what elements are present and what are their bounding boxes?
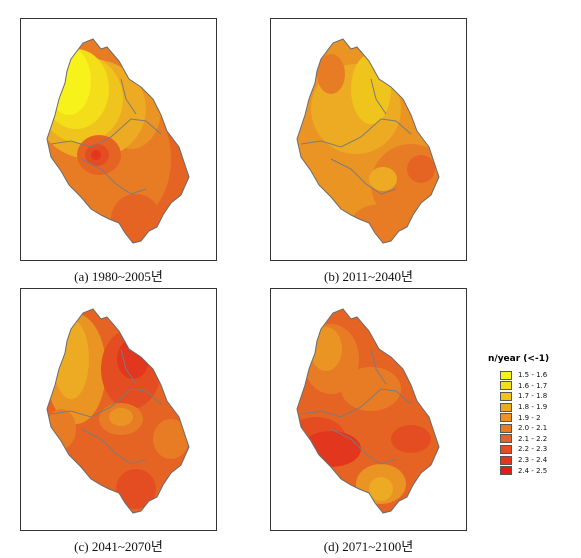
- legend-title: n/year (<-1): [488, 354, 550, 364]
- legend-item: 2.4 - 2.5: [500, 465, 575, 476]
- legend: n/year (<-1) 1.5 - 1.6 1.6 - 1.7 1.7 - 1.8…: [470, 354, 575, 476]
- legend-label: 1.9 - 2: [518, 413, 541, 422]
- legend-item: 1.9 - 2: [500, 412, 575, 423]
- legend-label: 2.1 - 2.2: [518, 434, 548, 443]
- legend-item: 2.2 - 2.3: [500, 444, 575, 455]
- caption-d: (d) 2071~2100년: [323, 539, 414, 554]
- legend-swatch: [500, 370, 512, 380]
- legend-label: 1.8 - 1.9: [518, 403, 548, 412]
- legend-swatch: [500, 455, 512, 465]
- legend-label: 2.2 - 2.3: [518, 445, 548, 454]
- legend-swatch: [500, 391, 512, 401]
- legend-swatch: [500, 402, 512, 412]
- caption-b: (b) 2011~2040년: [324, 269, 413, 284]
- caption-c: (c) 2041~2070년: [74, 539, 163, 554]
- map-panel-a: [20, 18, 217, 261]
- basin-map-a: [46, 38, 190, 244]
- basin-map-b: [296, 38, 440, 244]
- legend-swatch: [500, 413, 512, 423]
- legend-swatch: [500, 423, 512, 433]
- legend-label: 1.6 - 1.7: [518, 381, 548, 390]
- legend-swatch: [500, 381, 512, 391]
- legend-item: 1.6 - 1.7: [500, 381, 575, 392]
- legend-item: 1.8 - 1.9: [500, 402, 575, 413]
- legend-label: 2.4 - 2.5: [518, 466, 548, 475]
- map-panel-b: [270, 18, 467, 261]
- basin-map-d: [296, 308, 440, 514]
- map-panel-d: [270, 288, 467, 531]
- caption-a: (a) 1980~2005년: [74, 269, 163, 284]
- legend-label: 2.3 - 2.4: [518, 456, 548, 465]
- legend-label: 1.5 - 1.6: [518, 371, 548, 380]
- legend-item: 1.7 - 1.8: [500, 391, 575, 402]
- legend-item: 2.3 - 2.4: [500, 455, 575, 466]
- legend-label: 2.0 - 2.1: [518, 424, 548, 433]
- legend-item: 1.5 - 1.6: [500, 370, 575, 381]
- legend-item: 2.0 - 2.1: [500, 423, 575, 434]
- legend-item: 2.1 - 2.2: [500, 434, 575, 445]
- legend-swatch: [500, 444, 512, 454]
- legend-swatch: [500, 434, 512, 444]
- map-panel-c: [20, 288, 217, 531]
- legend-label: 1.7 - 1.8: [518, 392, 548, 401]
- legend-swatch: [500, 466, 512, 476]
- basin-map-c: [46, 308, 190, 514]
- legend-items: 1.5 - 1.6 1.6 - 1.7 1.7 - 1.8 1.8 - 1.9 1.9 …: [470, 370, 575, 476]
